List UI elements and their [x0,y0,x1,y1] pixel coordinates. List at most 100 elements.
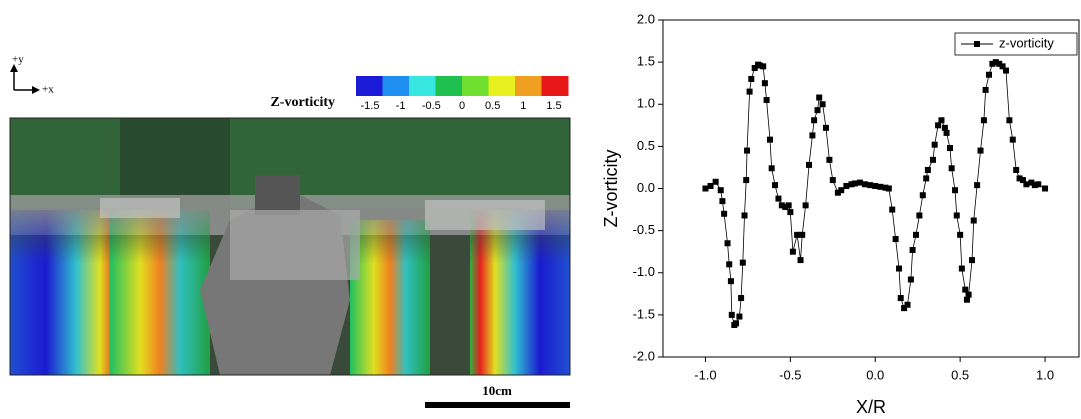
data-point [717,187,724,194]
axes-indicator: +y +x [10,54,54,96]
data-point [948,165,955,172]
data-point [989,60,996,67]
data-point [778,202,785,209]
data-point [992,59,999,66]
data-point [986,71,993,78]
y-tick-label: -1.0 [633,264,655,279]
scale-bar: 10cm [425,383,570,408]
data-point [799,231,806,238]
colorbar: -1.5 -1 -0.5 0 0.5 1 1.5 [356,76,569,112]
data-point [797,257,804,264]
data-point [829,177,836,184]
data-point [969,257,976,264]
colorbar-swatch [515,76,542,96]
data-point [1031,182,1038,189]
data-point [862,181,869,188]
data-point [1035,181,1042,188]
piv-image [9,117,571,376]
data-point [802,202,809,209]
data-point [1042,185,1049,192]
data-point [1028,179,1035,186]
data-point [761,80,768,87]
line-chart: -2.0 -1.5 -1.0 -0.5 0.0 0.5 1.0 1.5 2.0 -1.0 -0.5 0… [601,11,1080,417]
data-point [970,217,977,224]
legend-box [954,32,1078,56]
data-point [782,204,789,211]
data-point [743,177,750,184]
data-point [924,166,931,173]
data-point [896,265,903,272]
data-point [943,129,950,136]
data-point [744,147,751,154]
data-point [946,145,953,152]
data-point [1009,136,1016,143]
series-line [705,61,1046,326]
y-tick-label: -0.5 [633,222,655,237]
data-point [733,320,740,327]
data-point [897,295,904,302]
data-point [728,311,735,318]
data-point [843,182,850,189]
colorbar-swatch [462,76,489,96]
y-tick-label: -1.5 [633,306,655,321]
data-point [929,156,936,163]
data-point [726,261,733,268]
data-point [1006,117,1013,124]
data-point [1002,67,1009,74]
data-point [912,231,919,238]
data-point [999,63,1006,70]
data-point [739,259,746,266]
colorbar-swatch [409,76,436,96]
data-point [958,265,965,272]
data-point [789,248,796,255]
data-point [823,124,830,131]
data-point [809,132,816,139]
colorbar-tick-label: -0.5 [422,100,441,112]
colorbar-tick-label: 1.5 [546,100,561,112]
x-direction-label: +x [42,84,54,96]
data-point [702,185,709,192]
data-point [889,206,896,213]
legend-marker [974,41,980,47]
data-point [785,202,792,209]
data-point [965,291,972,298]
y-direction-label: +y [12,54,24,66]
data-point [768,165,775,172]
data-point [760,63,767,70]
data-point [882,184,889,191]
y-axis-label: Z-vorticity [601,150,621,228]
data-point [1016,175,1023,182]
data-point [763,97,770,104]
data-point [712,178,719,185]
y-tick-label: 0.5 [637,138,655,153]
colorbar-title: Z-vorticity [270,95,335,110]
data-point [819,101,826,108]
colorbar-tick-label: -1 [396,100,406,112]
data-point [736,313,743,320]
data-point [1019,177,1026,184]
data-point [877,183,884,190]
data-point [982,86,989,93]
data-point [941,124,948,131]
data-point [904,301,911,308]
data-point [838,187,845,194]
colorbar-swatch [382,76,410,96]
data-point [916,212,923,219]
data-point [724,240,731,247]
data-point [746,88,753,95]
data-point [872,182,879,189]
colorbar-swatch [356,76,383,96]
data-point [834,189,841,196]
data-point [885,185,892,192]
data-point [707,182,714,189]
data-point [727,278,734,285]
plot-frame [662,19,1080,358]
data-point [901,305,908,312]
y-tick-label: -2.0 [633,348,655,363]
x-tick-label: 1.0 [1036,367,1054,382]
x-tick-label: 0.0 [866,367,884,382]
data-point [892,236,899,243]
colorbar-tick-label: 0.5 [485,100,500,112]
